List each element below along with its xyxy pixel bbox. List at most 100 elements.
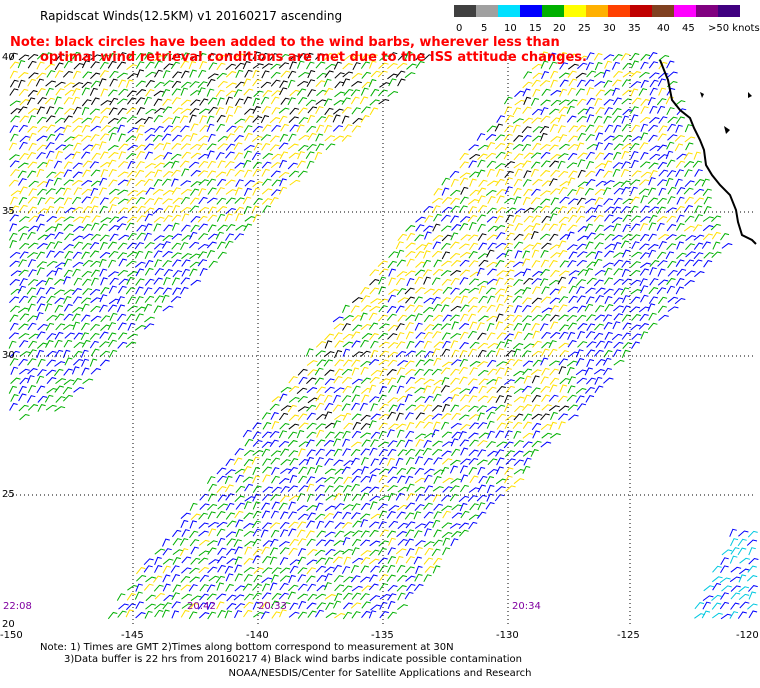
wind-barb xyxy=(261,583,270,592)
wind-barb xyxy=(206,115,215,124)
wind-barb xyxy=(143,96,152,105)
wind-barb xyxy=(45,159,54,168)
wind-barb xyxy=(631,241,640,250)
wind-barb xyxy=(558,250,568,258)
wind-barb xyxy=(531,314,543,322)
wind-barb xyxy=(530,152,542,159)
wind-barb xyxy=(224,610,233,619)
wind-barb xyxy=(460,186,469,195)
lon-label: -125 xyxy=(617,630,640,641)
wind-barb xyxy=(315,133,324,142)
wind-barb xyxy=(415,224,425,232)
wind-barb xyxy=(252,548,263,556)
wind-barb xyxy=(334,522,345,529)
wind-barb xyxy=(90,54,102,61)
wind-barb xyxy=(476,322,485,331)
wind-barb xyxy=(90,222,100,231)
wind-barb xyxy=(324,422,336,429)
wind-barb xyxy=(116,593,126,601)
wind-barb xyxy=(315,439,326,447)
wind-barb xyxy=(262,567,273,574)
wind-barb xyxy=(262,458,272,466)
wind-barb xyxy=(505,232,515,240)
wind-barb xyxy=(278,502,288,511)
wind-barb xyxy=(109,216,120,224)
wind-barb xyxy=(306,476,316,484)
wind-barb xyxy=(36,287,45,296)
wind-barb xyxy=(323,98,333,107)
wind-barb xyxy=(109,233,119,242)
wind-barb xyxy=(316,530,326,538)
wind-barb xyxy=(63,169,72,178)
wind-barb xyxy=(531,440,542,448)
wind-barb xyxy=(512,359,523,367)
wind-barb xyxy=(540,151,551,159)
wind-barb xyxy=(549,360,560,367)
wind-barb xyxy=(90,368,101,375)
wind-barb xyxy=(297,611,308,619)
wind-barb xyxy=(640,205,650,213)
wind-barb xyxy=(639,313,649,322)
wind-barb xyxy=(171,214,182,222)
wind-barb xyxy=(341,566,351,574)
wind-barb xyxy=(666,60,675,69)
wind-barb xyxy=(387,260,397,269)
wind-barb xyxy=(334,91,345,98)
wind-barb xyxy=(486,315,498,322)
wind-barb xyxy=(512,107,522,116)
wind-barb xyxy=(460,510,470,519)
wind-barb xyxy=(604,304,614,312)
wind-barb xyxy=(486,261,498,268)
wind-barb xyxy=(89,288,101,296)
wind-barb xyxy=(54,107,64,115)
wind-barb xyxy=(135,52,145,61)
wind-barb xyxy=(316,602,327,610)
wind-barb xyxy=(541,180,552,187)
wind-barb xyxy=(54,96,62,105)
wind-barb xyxy=(116,117,127,124)
wind-barb xyxy=(397,233,407,242)
wind-barb xyxy=(82,378,94,385)
wind-barb xyxy=(477,195,486,204)
wind-barb xyxy=(46,70,56,78)
wind-barb xyxy=(468,521,478,530)
wind-barb xyxy=(712,612,723,619)
wind-barb xyxy=(251,520,261,529)
wind-barb xyxy=(171,169,181,177)
wind-barb xyxy=(494,376,503,385)
wind-barb xyxy=(649,145,661,152)
wind-barb xyxy=(252,106,261,114)
wind-barb xyxy=(469,503,479,511)
wind-barb xyxy=(406,340,415,349)
wind-barb xyxy=(19,186,28,195)
wind-barb xyxy=(198,522,209,529)
wind-barb xyxy=(649,105,658,114)
wind-barb xyxy=(424,215,434,223)
wind-barb xyxy=(280,448,290,456)
wind-barb xyxy=(458,376,468,385)
wind-barb xyxy=(162,251,173,258)
wind-barb xyxy=(406,63,417,70)
wind-barb xyxy=(17,226,29,232)
wind-barb xyxy=(351,314,363,322)
wind-barb xyxy=(505,269,515,277)
wind-barb xyxy=(586,161,594,170)
wind-barb xyxy=(315,423,326,430)
wind-barb xyxy=(109,78,118,87)
wind-barb xyxy=(252,51,262,60)
wind-barb xyxy=(513,178,523,187)
wind-barb xyxy=(287,440,298,447)
wind-barb xyxy=(98,223,108,231)
wind-barb xyxy=(252,467,261,476)
wind-barb xyxy=(216,178,227,187)
wind-barb xyxy=(505,214,514,223)
wind-barb xyxy=(271,567,282,574)
wind-barb xyxy=(233,152,244,160)
wind-barb xyxy=(45,115,56,123)
wind-barb xyxy=(702,595,714,602)
wind-barb xyxy=(404,512,415,520)
wind-barb xyxy=(233,142,243,150)
wind-barb xyxy=(361,305,372,312)
wind-barb xyxy=(252,501,261,510)
wind-barb xyxy=(414,251,425,259)
